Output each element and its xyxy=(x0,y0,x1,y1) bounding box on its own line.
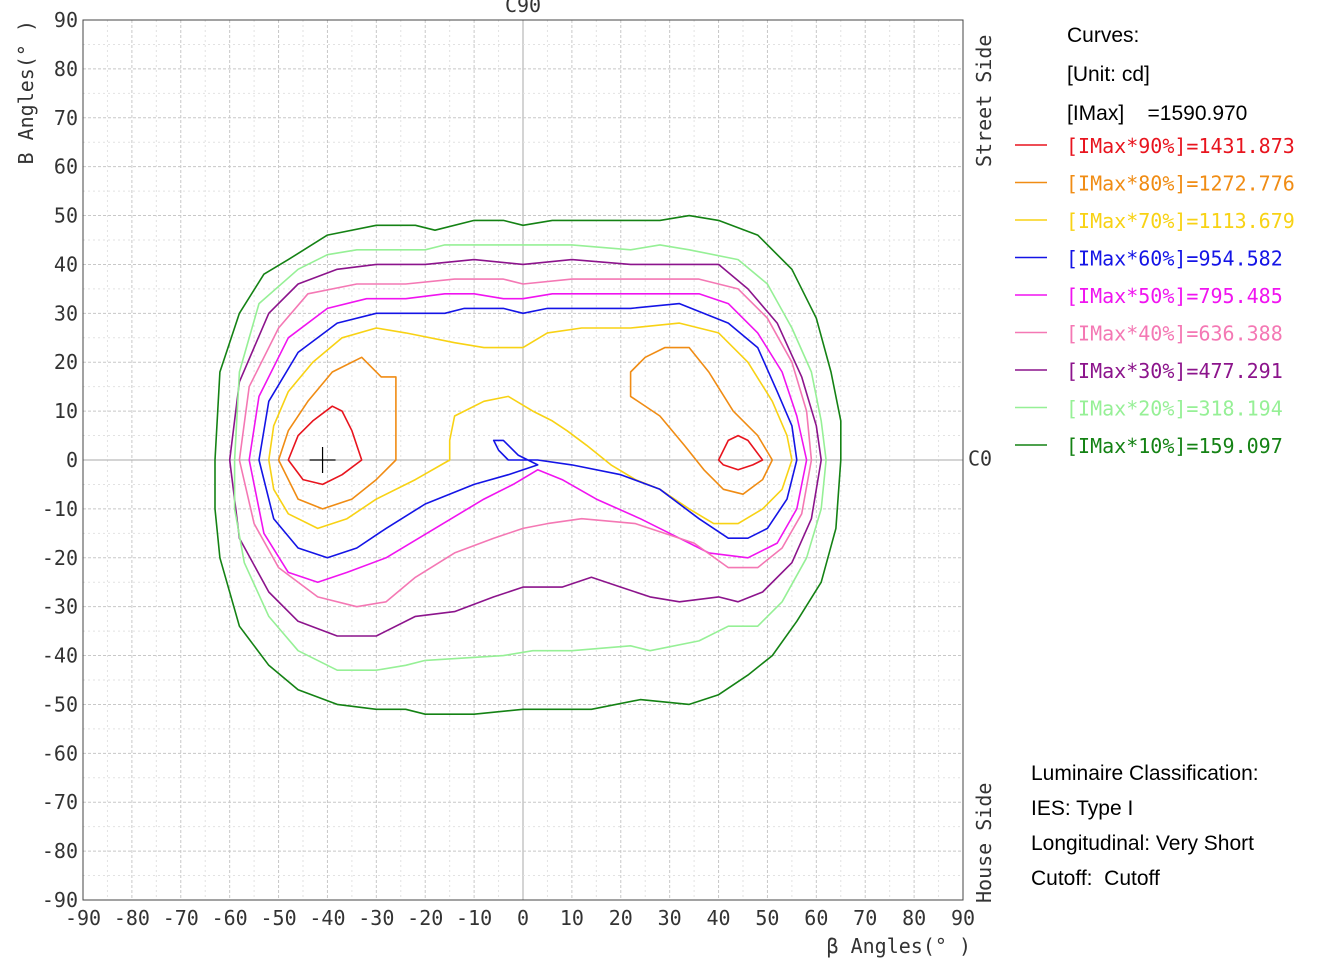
x-tick-label: 0 xyxy=(517,906,529,930)
legend-entry-label: [IMax*80%]=1272.776 xyxy=(1066,172,1295,196)
x-tick-label: 40 xyxy=(707,906,731,930)
x-tick-label: -10 xyxy=(456,906,492,930)
y-tick-label: 60 xyxy=(54,155,78,179)
legend-entry-label: [IMax*10%]=159.097 xyxy=(1066,434,1283,458)
x-tick-label: 20 xyxy=(609,906,633,930)
x-axis-label: β Angles(° ) xyxy=(827,934,972,958)
legend-entries: [IMax*90%]=1431.873 [IMax*80%]=1272.776 [I… xyxy=(1015,134,1295,458)
y-tick-label: 90 xyxy=(54,8,78,32)
y-tick-label: -80 xyxy=(42,839,78,863)
legend-header-imax: [IMax] =1590.970 xyxy=(1067,102,1247,125)
y-tick-label: 50 xyxy=(54,204,78,228)
x-tick-label: -30 xyxy=(358,906,394,930)
contour-curve-2 xyxy=(717,434,764,471)
contour-curve-6 xyxy=(258,302,798,559)
x-tick-label: -40 xyxy=(309,906,345,930)
legend-entry-label: [IMax*70%]=1113.679 xyxy=(1066,209,1295,233)
x-tick-label: -70 xyxy=(163,906,199,930)
legend-entry-label: [IMax*20%]=318.194 xyxy=(1066,397,1283,421)
x-tick-label: -60 xyxy=(212,906,248,930)
x-tick-label: -80 xyxy=(114,906,150,930)
y-tick-label: -70 xyxy=(42,790,78,814)
contour-curves xyxy=(214,214,842,715)
classification-longitudinal: Longitudinal: Very Short xyxy=(1031,832,1254,855)
y-tick-label: -30 xyxy=(42,595,78,619)
contour-curve-7 xyxy=(248,293,808,583)
contour-curve-5 xyxy=(268,322,793,530)
x-tick-label: 50 xyxy=(755,906,779,930)
contour-curve-9 xyxy=(228,258,822,637)
legend-entry-label: [IMax*30%]=477.291 xyxy=(1066,359,1283,383)
legend-entry-label: [IMax*40%]=636.388 xyxy=(1066,322,1283,346)
y-tick-label: 40 xyxy=(54,252,78,276)
legend-entry-label: [IMax*60%]=954.582 xyxy=(1066,247,1283,271)
x-tick-label: -50 xyxy=(260,906,296,930)
legend-header-unit: [Unit: cd] xyxy=(1067,63,1150,86)
contour-curve-3 xyxy=(277,356,397,510)
y-tick-label: -50 xyxy=(42,692,78,716)
contour-curve-11 xyxy=(214,214,842,715)
x-tick-label: 80 xyxy=(902,906,926,930)
legend-header-curves: Curves: xyxy=(1067,24,1139,47)
y-tick-label: 0 xyxy=(66,448,78,472)
y-tick-label: -90 xyxy=(42,888,78,912)
legend: Curves: [Unit: cd] [IMax] =1590.970 [IMa… xyxy=(1015,24,1295,458)
x-tick-label: 70 xyxy=(853,906,877,930)
classification-cutoff: Cutoff: Cutoff xyxy=(1031,867,1160,890)
plot-frame xyxy=(82,19,964,901)
x-tick-label: -20 xyxy=(407,906,443,930)
c0-label: C0 xyxy=(968,447,992,471)
contour-curve-1 xyxy=(287,405,363,486)
x-tick-label: -90 xyxy=(65,906,101,930)
max-marker xyxy=(309,447,336,473)
contour-curve-4 xyxy=(629,346,774,495)
contour-curve-10 xyxy=(233,244,827,671)
classification-title: Luminaire Classification: xyxy=(1031,762,1259,785)
y-tick-label: 80 xyxy=(54,57,78,81)
y-tick-labels: 90 80 70 60 50 40 30 20 10 0 -10 -20 -30 -40 -50 -60 -70… xyxy=(42,8,78,912)
y-tick-label: -60 xyxy=(42,741,78,765)
house-side-label: House Side xyxy=(972,783,996,903)
x-tick-label: 90 xyxy=(951,906,975,930)
luminaire-classification: Luminaire Classification: IES: Type I Lo… xyxy=(1031,762,1259,890)
x-tick-labels: -90 -80 -70 -60 -50 -40 -30 -20 -10 0 10 20 30 40 50 60… xyxy=(65,906,975,930)
classification-ies: IES: Type I xyxy=(1031,797,1133,820)
y-tick-label: 70 xyxy=(54,106,78,130)
y-tick-label: -10 xyxy=(42,497,78,521)
y-axis-label: B Angles(° ) xyxy=(14,20,38,165)
y-tick-label: 30 xyxy=(54,301,78,325)
street-side-label: Street Side xyxy=(972,35,996,167)
contour-curve-8 xyxy=(238,278,813,608)
chart-title: C90 xyxy=(505,0,541,17)
legend-entry-label: [IMax*50%]=795.485 xyxy=(1066,284,1283,308)
x-tick-label: 10 xyxy=(560,906,584,930)
y-tick-label: 20 xyxy=(54,350,78,374)
y-tick-label: 10 xyxy=(54,399,78,423)
legend-entry-label: [IMax*90%]=1431.873 xyxy=(1066,134,1295,158)
x-tick-label: 60 xyxy=(804,906,828,930)
x-tick-label: 30 xyxy=(658,906,682,930)
y-tick-label: -20 xyxy=(42,546,78,570)
y-tick-label: -40 xyxy=(42,644,78,668)
